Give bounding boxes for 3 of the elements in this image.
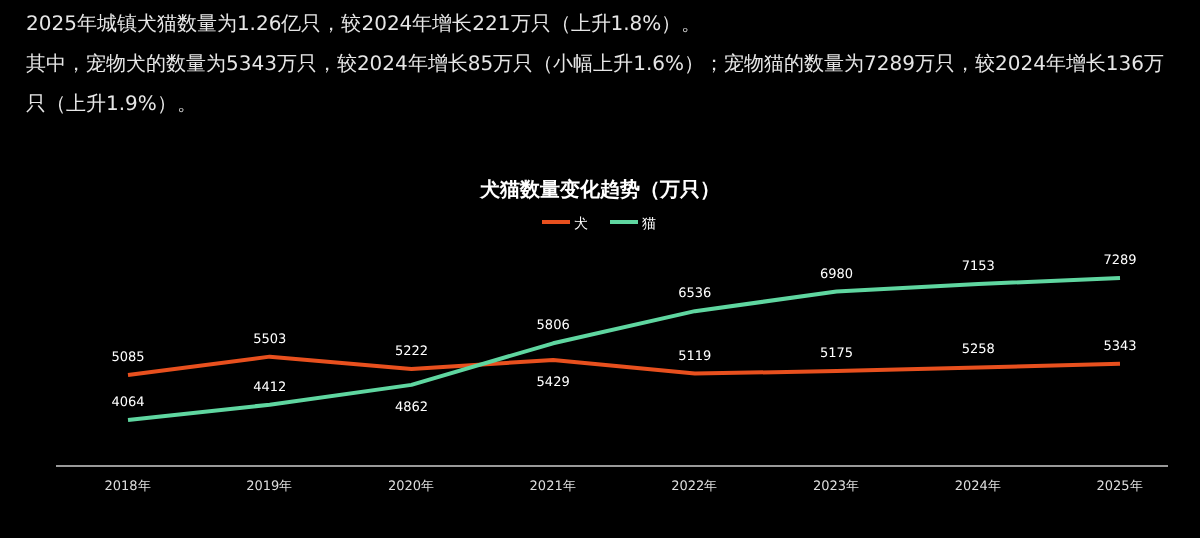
chart-title: 犬猫数量变化趋势（万只） (478, 178, 720, 202)
text: 其中，宠物犬的数量为5343万只，较2024年增长85万只（小幅上升1.6%）；宠物猫的数量为7289万只，较2024年增长136万只（上升1.9%）。 (26, 51, 1167, 120)
chart-subtitle: 2025年城镇犬猫数量为1.26亿只，较2024年增长221万只（上升1.8%）。 (26, 11, 704, 40)
